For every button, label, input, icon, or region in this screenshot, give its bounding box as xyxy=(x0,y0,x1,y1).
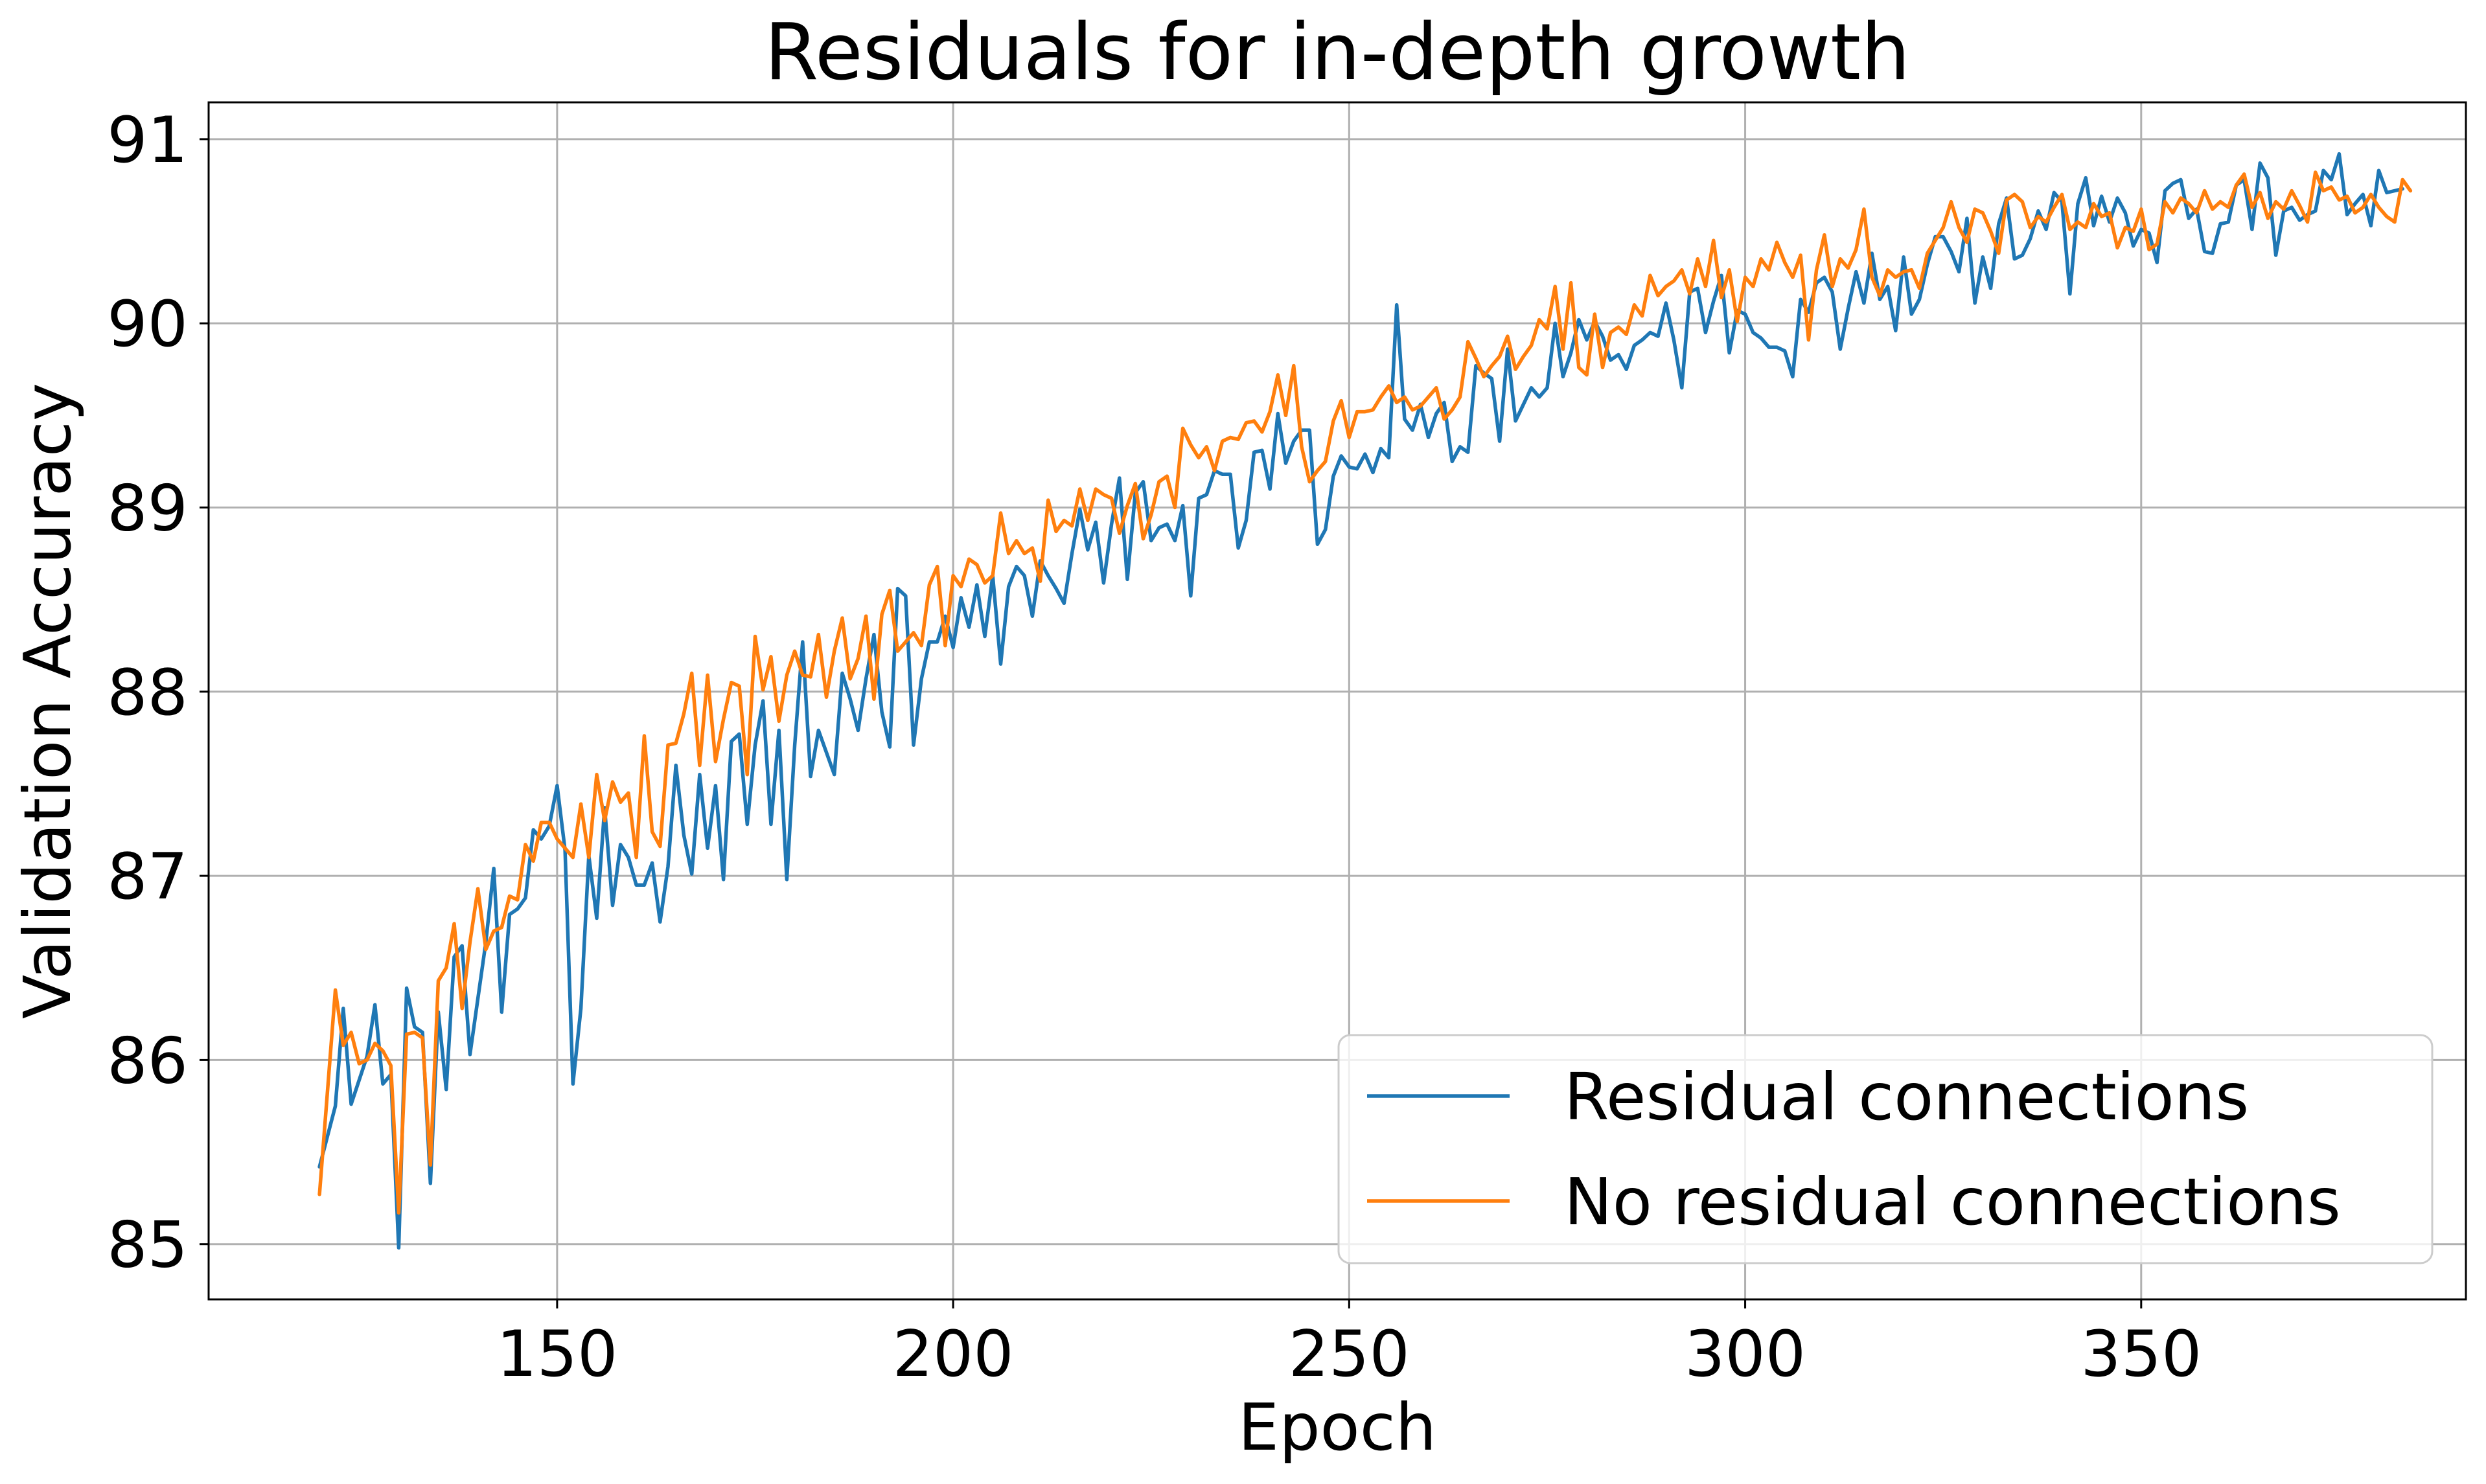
x-tick-label: 350 xyxy=(2080,1318,2202,1391)
legend-box xyxy=(1337,1034,2434,1264)
series-line-no-residual xyxy=(317,170,2413,1215)
axis-ticks: 150 200 250 300 350 85 86 87 88 89 90 91 xyxy=(107,104,2202,1391)
series-line-residual xyxy=(317,152,2404,1250)
legend-label: Residual connections xyxy=(1564,1059,2249,1135)
legend-label: No residual connections xyxy=(1564,1164,2341,1240)
y-tick-label: 86 xyxy=(107,1024,188,1098)
x-tick-label: 250 xyxy=(1289,1318,1410,1391)
y-tick-label: 90 xyxy=(107,288,188,361)
y-tick-label: 88 xyxy=(107,656,188,730)
series-lines xyxy=(317,152,2413,1250)
legend: Residual connections No residual connecti… xyxy=(1337,1034,2434,1264)
y-tick-label: 91 xyxy=(107,104,188,177)
x-tick-label: 150 xyxy=(496,1318,617,1391)
chart-title: Residuals for in-depth growth xyxy=(765,8,1910,98)
x-tick-label: 300 xyxy=(1685,1318,1806,1391)
y-tick-label: 85 xyxy=(107,1209,188,1283)
plot-frame xyxy=(207,101,2467,1301)
y-tick-label: 87 xyxy=(107,840,188,914)
y-axis-label: Validation Accuracy xyxy=(10,383,86,1019)
y-tick-label: 89 xyxy=(107,472,188,545)
x-tick-label: 200 xyxy=(893,1318,1014,1391)
x-axis-label: Epoch xyxy=(1238,1389,1436,1465)
